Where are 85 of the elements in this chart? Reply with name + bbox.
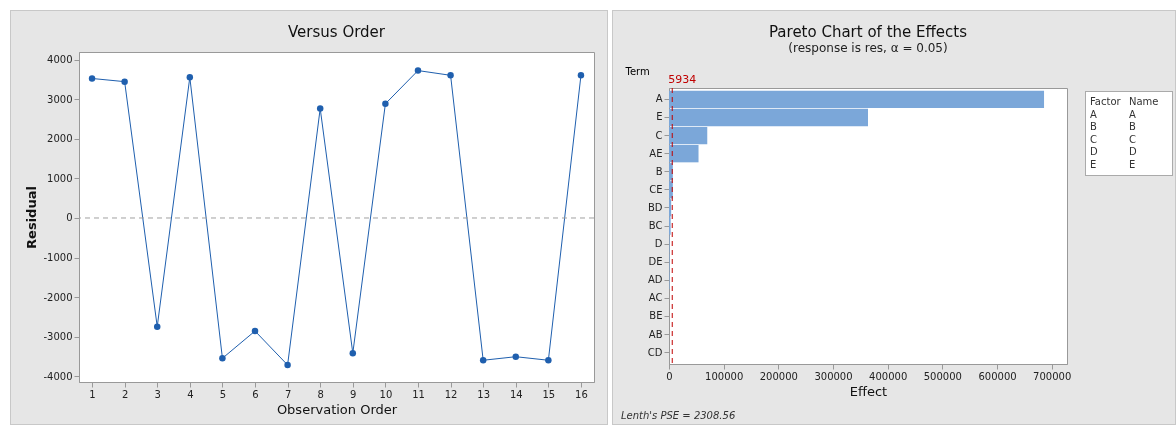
x-tick-label: 9	[350, 388, 357, 400]
y-tick-label: E	[656, 111, 663, 123]
y-tick-label: -3000	[43, 331, 73, 343]
y-tick-label: BC	[648, 220, 663, 231]
text: A	[1129, 108, 1137, 121]
y-tick-label: A	[655, 93, 663, 105]
text: B	[1129, 121, 1137, 134]
y-tick-label: -4000	[43, 370, 73, 382]
y-tick-label: D	[654, 238, 663, 250]
text: A	[1090, 108, 1098, 121]
x-tick-label: 11	[412, 388, 425, 400]
x-tick-label: 500000	[923, 370, 962, 382]
y-tick-label: BE	[649, 310, 663, 322]
y-tick-label: CE	[649, 183, 663, 195]
y-tick-label: 4000	[47, 54, 73, 66]
point	[349, 349, 357, 357]
x-tick-label: 7	[284, 388, 292, 400]
x-tick-label: 200000	[759, 370, 798, 382]
text: Factor	[1090, 96, 1122, 109]
x-tick-label: 3	[154, 388, 161, 400]
y-tick-label: DE	[648, 256, 663, 268]
y-tick-label: AE	[649, 147, 663, 159]
x-tick-label: 0	[666, 370, 673, 382]
text: C	[1129, 133, 1137, 146]
y-tick-label: AB	[648, 328, 663, 340]
point	[153, 323, 161, 330]
chart-subtitle: (response is res, α = 0.05)	[788, 41, 948, 55]
x-tick-label: 6	[252, 388, 259, 400]
point	[251, 327, 259, 335]
text: E	[1090, 158, 1098, 171]
y-tick-label: 0	[66, 212, 73, 224]
point	[284, 361, 291, 369]
ref-line-label: 5934	[668, 73, 697, 86]
x-tick-label: 16	[575, 388, 588, 400]
x-tick-label: 700000	[1033, 370, 1072, 382]
y-tick-label: BD	[647, 201, 663, 213]
y-tick-label: 2000	[47, 133, 73, 145]
y-tick-label: 1000	[47, 172, 73, 184]
point	[479, 357, 487, 364]
text: B	[1090, 121, 1098, 134]
x-tick-label: 400000	[869, 370, 908, 382]
text: D	[1090, 146, 1099, 159]
y-axis-title: Term	[624, 65, 650, 77]
x-axis-title: Effect	[849, 383, 888, 399]
y-tick-label: -1000	[43, 252, 73, 264]
x-tick-label: 5	[219, 388, 227, 400]
chart-title: Versus Order	[287, 23, 386, 41]
text: E	[1129, 158, 1137, 171]
point	[382, 100, 389, 108]
point	[512, 353, 520, 360]
point	[219, 355, 226, 362]
point	[121, 78, 128, 85]
y-tick-label: CD	[647, 346, 663, 358]
x-tick-label: 4	[187, 388, 194, 400]
y-tick-label: AD	[647, 274, 663, 286]
point	[316, 105, 324, 112]
x-tick-label: 2	[121, 388, 129, 400]
y-tick-label: AC	[648, 292, 663, 304]
x-tick-label: 14	[509, 388, 523, 400]
y-tick-label: C	[655, 129, 663, 141]
text: Name	[1129, 96, 1160, 109]
point	[186, 74, 194, 81]
point	[88, 75, 96, 82]
x-tick-label: 10	[379, 388, 393, 400]
text: C	[1090, 133, 1098, 146]
text: D	[1129, 146, 1138, 159]
x-tick-label: 600000	[978, 370, 1017, 382]
y-axis-title: Residual	[24, 186, 40, 249]
x-tick-label: 12	[444, 388, 458, 400]
point	[577, 72, 585, 79]
x-tick-label: 300000	[814, 370, 853, 382]
x-tick-label: 8	[317, 388, 324, 400]
text: Lenth's PSE = 2308.56	[621, 410, 736, 421]
x-tick-label: 1	[89, 388, 96, 400]
point	[447, 72, 454, 79]
x-tick-label: 13	[477, 388, 491, 400]
chart-title: Pareto Chart of the Effects	[768, 23, 968, 41]
point	[545, 357, 552, 364]
x-tick-label: 100000	[705, 370, 744, 382]
y-tick-label: B	[655, 165, 663, 177]
x-axis-title: Observation Order	[276, 401, 398, 417]
y-tick-label: -2000	[43, 291, 73, 303]
y-tick-label: 3000	[47, 93, 73, 105]
x-tick-label: 15	[542, 388, 556, 400]
point	[414, 67, 422, 74]
